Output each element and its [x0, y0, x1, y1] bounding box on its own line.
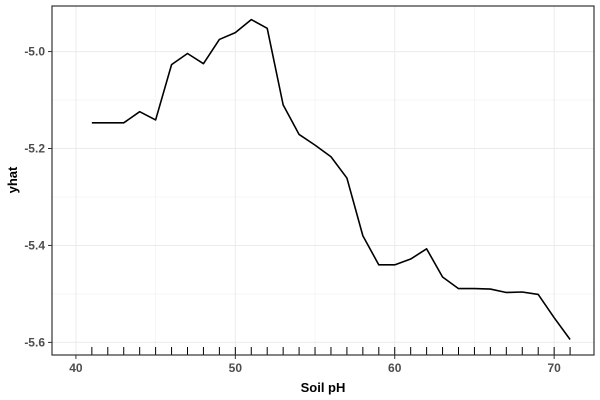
rug-ticks — [91, 347, 571, 355]
x-tick-label: 60 — [388, 361, 402, 375]
y-tick-label: -5.4 — [24, 238, 45, 252]
x-tick-label: 50 — [229, 361, 243, 375]
grid-major-lines — [52, 6, 594, 355]
series-group — [91, 18, 571, 340]
x-tick-label: 40 — [69, 361, 83, 375]
y-tick-label: -5.2 — [24, 142, 45, 156]
grid-minor-lines — [52, 6, 594, 355]
x-tick-label: 70 — [547, 361, 561, 375]
y-tick-label: -5.6 — [24, 335, 45, 349]
y-axis: -5.6 -5.4 -5.2 -5.0 — [24, 45, 52, 349]
x-axis-title: Soil pH — [301, 380, 346, 395]
plot-panel-border — [51, 5, 595, 356]
y-tick-label: -5.0 — [24, 45, 45, 59]
series-line-0 — [91, 18, 571, 340]
x-axis: 40 50 60 70 — [69, 355, 561, 375]
y-axis-title: yhat — [5, 166, 20, 193]
